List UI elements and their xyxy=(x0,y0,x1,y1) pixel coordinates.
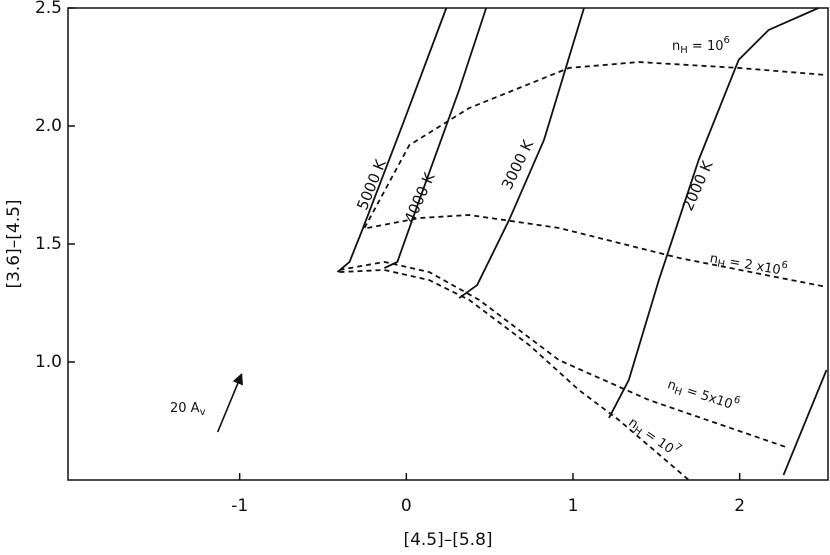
arrow-label-part: v xyxy=(200,407,206,418)
y-tick-label: 2.5 xyxy=(35,0,62,18)
density-curve xyxy=(367,214,827,288)
reddening-arrow xyxy=(216,373,243,433)
temperature-curve xyxy=(458,7,585,299)
temperature-curve xyxy=(383,7,488,269)
series-label-part: = 10 xyxy=(639,424,677,457)
temperature-curve xyxy=(336,7,448,273)
x-tick-label: -1 xyxy=(231,496,248,516)
series-label-part: 6 xyxy=(780,260,788,272)
series-label: 3000 K xyxy=(498,136,538,192)
series-label: nH = 2 x106 xyxy=(708,247,788,281)
x-axis-title: [4.5]–[5.8] xyxy=(403,530,492,550)
series-label-part: = 5x10 xyxy=(681,382,735,412)
series-label-part: n xyxy=(672,39,680,54)
y-tick-label: 1.5 xyxy=(35,234,62,254)
y-axis-title: [3.6]–[4.5] xyxy=(4,199,24,288)
series-label-part: 7 xyxy=(672,442,684,455)
series-label-part: 6 xyxy=(732,394,741,406)
y-tick-label: 1.0 xyxy=(35,352,62,372)
series-label-part: H xyxy=(673,386,684,399)
series-label: nH = 107 xyxy=(624,412,683,462)
temperature-curve xyxy=(608,7,819,419)
y-tick-label: 2.0 xyxy=(35,116,62,136)
series-label: nH = 106 xyxy=(672,35,730,56)
series-label-part: = 10 xyxy=(688,39,724,54)
series-label-part: = 2 x10 xyxy=(724,253,782,277)
series-label: 2000 K xyxy=(679,157,717,214)
series-label-part: H xyxy=(680,45,688,56)
series-label: 5000 K xyxy=(353,156,390,213)
series-label-part: n xyxy=(709,251,720,267)
density-curve xyxy=(339,269,690,481)
x-tick-label: 0 xyxy=(401,496,412,516)
density-curve xyxy=(363,61,827,229)
temperature-curve xyxy=(782,369,828,476)
series-label: nH = 5x106 xyxy=(665,374,742,417)
arrow-label-part: 20 A xyxy=(170,401,200,416)
arrow-label: 20 Av xyxy=(170,401,206,419)
density-curve xyxy=(339,261,789,449)
x-tick-label: 1 xyxy=(568,496,579,516)
series-label-part: H xyxy=(716,258,725,270)
series-label-part: 6 xyxy=(723,35,729,46)
x-tick-label: 2 xyxy=(734,496,745,516)
